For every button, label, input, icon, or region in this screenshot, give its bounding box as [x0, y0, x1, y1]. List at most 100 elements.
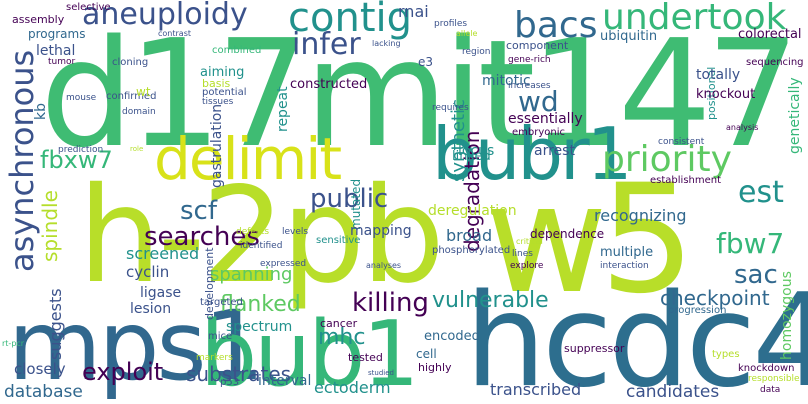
word-mps1: mps1 [8, 290, 265, 402]
word-consistent: consistent [658, 137, 705, 147]
word-requires: requires [432, 103, 469, 113]
word-contig: contig [288, 0, 413, 41]
word-responsible: prediction [58, 145, 104, 155]
word-undertook: undertook [602, 0, 787, 38]
word-closely: closely [14, 360, 66, 378]
word-suggests: targeted [200, 297, 243, 308]
word-w5: w5 [485, 153, 695, 327]
word-asynchronous: asynchronous [3, 49, 41, 272]
word-component: component [506, 39, 569, 52]
word-locus: locus [458, 143, 495, 159]
word-sac: sac [734, 260, 778, 290]
word-types: responsible [748, 374, 800, 384]
word-aiming: aiming [200, 65, 245, 80]
word-dependence: dependence [530, 227, 605, 241]
word-knockout: knockout [696, 87, 756, 102]
word-linked: linked [452, 149, 491, 164]
word-fbxw7: fbxw7 [40, 146, 113, 174]
word-increases: increases [508, 81, 551, 91]
word-tissues: tissues [202, 97, 234, 107]
word-broad: broad [446, 226, 493, 245]
word-cloning: cloning [112, 57, 149, 68]
word-bubr1: bubr1 [432, 112, 632, 196]
word-wd: wd [518, 85, 559, 118]
word-spectrum: spectrum [226, 319, 293, 335]
word-suppressor: highly [418, 361, 452, 374]
word-mitotic: mitotic [482, 73, 531, 89]
word-domain: domain [122, 107, 156, 117]
word-establishment: establishment [650, 175, 722, 186]
word-prediction: suggests [46, 288, 65, 360]
word-hcdc4: hcdc4 [465, 267, 808, 404]
word-region: region [462, 47, 491, 57]
word-rt-pcr: suppressor [564, 342, 625, 355]
word-progression: mice [208, 331, 233, 342]
word-wt: wt [136, 85, 151, 99]
word-combined: combined [212, 45, 262, 56]
word-mhc: mhc [318, 325, 366, 350]
word-kb: kb [33, 103, 49, 120]
word-highly: types [712, 349, 740, 360]
word-essentially: essentially [508, 111, 583, 127]
word-lacking: lacking [372, 39, 401, 48]
word-constructed: constructed [290, 77, 368, 92]
word-interaction: progression [668, 305, 727, 316]
word-assembly: assembly [12, 13, 65, 26]
word-ectoderm: ectoderm [314, 378, 391, 397]
word-gene-rich: gene-rich [508, 55, 551, 65]
word-totally: totally [696, 67, 741, 83]
word-cell: studied [368, 369, 394, 377]
word-vulnerable: vulnerable [432, 288, 549, 313]
word-database: database [4, 382, 83, 402]
word-tested: cell [416, 347, 437, 361]
word-spanning: spanning [210, 264, 293, 285]
word-screened: screened [126, 244, 200, 263]
word-tumor: tumor [48, 57, 76, 67]
word-allele: allele [456, 29, 478, 38]
word-contrast: contrast [158, 29, 191, 38]
word-analyses: lines [512, 249, 533, 259]
word-infer: infer [292, 27, 361, 62]
word-encoded: encoded [424, 329, 480, 344]
word-sequencing: sequencing [746, 57, 804, 68]
word-bub1: bub1 [200, 302, 420, 404]
word-programs: programs [28, 27, 86, 41]
word-confirmed: confirmed [106, 91, 157, 102]
word-analysis: analysis [726, 123, 759, 132]
word-transcribed: transcribed [490, 380, 582, 399]
word-cyclin: cyclin [126, 263, 170, 281]
word-delimit: delimit [154, 125, 342, 193]
word-mapping: mapping [350, 223, 412, 239]
word-genetically: genetically [787, 77, 803, 154]
word-markers: rt-pcr [2, 339, 25, 348]
word-critical: explore [510, 261, 544, 271]
word-est: est [738, 175, 784, 210]
word-embryonic: embryonic [512, 127, 566, 138]
word-p53: tested [348, 351, 383, 364]
word-fbw7: fbw7 [716, 227, 785, 260]
word-bacs: bacs [514, 5, 598, 46]
word-targeted: expressed [260, 259, 307, 269]
word-potential: potential [202, 87, 247, 98]
word-h-2pb: h-2pb [78, 159, 445, 313]
word-priority: priority [602, 139, 732, 180]
word-studied: knockdown [738, 363, 795, 374]
word-gastrulation: gastrulation [209, 103, 225, 188]
word-exploit: exploit [82, 358, 164, 386]
word-aneuploidy: aneuploidy [82, 0, 248, 32]
word-e3: e3 [418, 55, 434, 69]
word-defects: defects [236, 227, 270, 237]
word-searches: searches [144, 222, 260, 252]
word-repeat: repeat [275, 86, 291, 132]
word-candidates: candidates [626, 382, 720, 402]
word-expressed: critical [516, 237, 543, 246]
word-lines: interaction [600, 261, 649, 271]
word-basis: basis [202, 77, 231, 90]
word-killing: killing [352, 288, 429, 318]
word-flanked: flanked [220, 292, 301, 317]
word-lesion: lesion [130, 301, 172, 317]
word-identified: identified [240, 241, 283, 251]
word-selective: selective [66, 2, 111, 13]
word-phosphorylated: phosphorylated [432, 245, 511, 256]
